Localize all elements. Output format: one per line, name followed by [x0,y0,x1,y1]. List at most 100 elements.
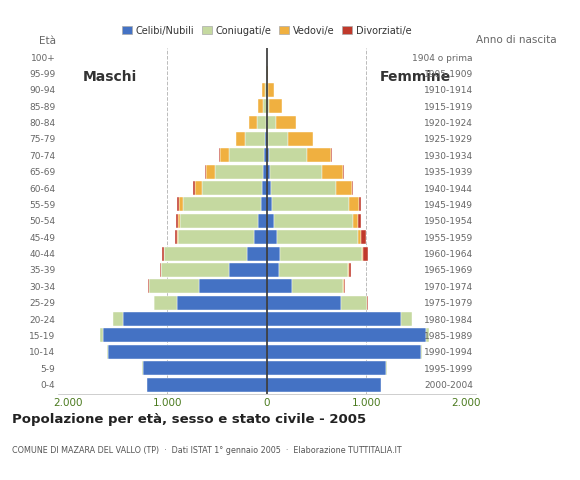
Text: Età: Età [39,36,56,46]
Bar [162,247,164,261]
Bar [177,230,178,244]
Bar [107,345,108,359]
Bar [177,197,179,211]
Bar [426,328,429,342]
Bar [343,165,345,179]
Bar [267,132,268,146]
Bar [258,99,263,113]
Bar [361,230,366,244]
Bar [272,197,349,211]
Bar [267,66,269,80]
Bar [267,99,269,113]
Bar [276,116,296,130]
Bar [267,230,277,244]
Bar [245,132,265,146]
Bar [143,361,267,375]
Bar [219,148,220,162]
Bar [215,165,263,179]
Bar [164,247,247,261]
Text: Popolazione per età, sesso e stato civile - 2005: Popolazione per età, sesso e stato civil… [12,413,366,426]
Bar [342,296,367,310]
Bar [274,214,353,228]
Bar [267,345,421,359]
Bar [229,148,264,162]
Bar [258,214,267,228]
Bar [199,279,267,293]
Bar [307,148,331,162]
Bar [108,345,267,359]
Bar [358,214,361,228]
Text: Maschi: Maschi [83,70,137,84]
Bar [292,279,343,293]
Bar [267,312,401,326]
Bar [322,165,343,179]
Bar [206,165,215,179]
Bar [269,148,307,162]
Bar [160,263,161,277]
Bar [421,345,422,359]
Bar [148,279,150,293]
Bar [265,132,267,146]
Bar [267,378,381,392]
Bar [279,263,349,277]
Bar [261,197,267,211]
Bar [336,181,352,195]
Bar [267,181,271,195]
Bar [288,132,313,146]
Text: Femmine: Femmine [379,70,451,84]
Bar [262,181,267,195]
Bar [177,296,267,310]
Legend: Celibi/Nubili, Coniugati/e, Vedovi/e, Divorziati/e: Celibi/Nubili, Coniugati/e, Vedovi/e, Di… [118,22,415,39]
Bar [268,132,288,146]
Bar [103,328,267,342]
Bar [161,263,229,277]
Bar [267,328,426,342]
Bar [122,312,267,326]
Bar [359,197,361,211]
Bar [262,83,265,97]
Bar [269,99,282,113]
Bar [202,181,262,195]
Bar [193,181,195,195]
Bar [353,214,358,228]
Bar [183,197,261,211]
Bar [265,83,267,97]
Bar [349,197,359,211]
Bar [267,279,292,293]
Bar [267,116,276,130]
Bar [179,197,183,211]
Bar [263,165,267,179]
Bar [263,99,267,113]
Bar [154,296,177,310]
Bar [267,263,279,277]
Bar [178,230,254,244]
Bar [267,247,280,261]
Bar [267,296,342,310]
Bar [352,181,353,195]
Bar [270,165,322,179]
Bar [113,312,122,326]
Bar [258,116,266,130]
Bar [147,378,267,392]
Bar [237,132,245,146]
Bar [176,214,178,228]
Bar [264,148,267,162]
Bar [267,165,270,179]
Bar [180,214,258,228]
Bar [267,214,274,228]
Text: Anno di nascita: Anno di nascita [476,35,556,45]
Bar [150,279,199,293]
Bar [175,230,177,244]
Bar [362,247,363,261]
Bar [249,116,258,130]
Bar [195,181,202,195]
Bar [267,197,272,211]
Bar [344,279,345,293]
Bar [178,214,180,228]
Bar [267,83,268,97]
Bar [220,148,229,162]
Bar [254,230,267,244]
Bar [363,247,368,261]
Bar [267,148,269,162]
Bar [205,165,206,179]
